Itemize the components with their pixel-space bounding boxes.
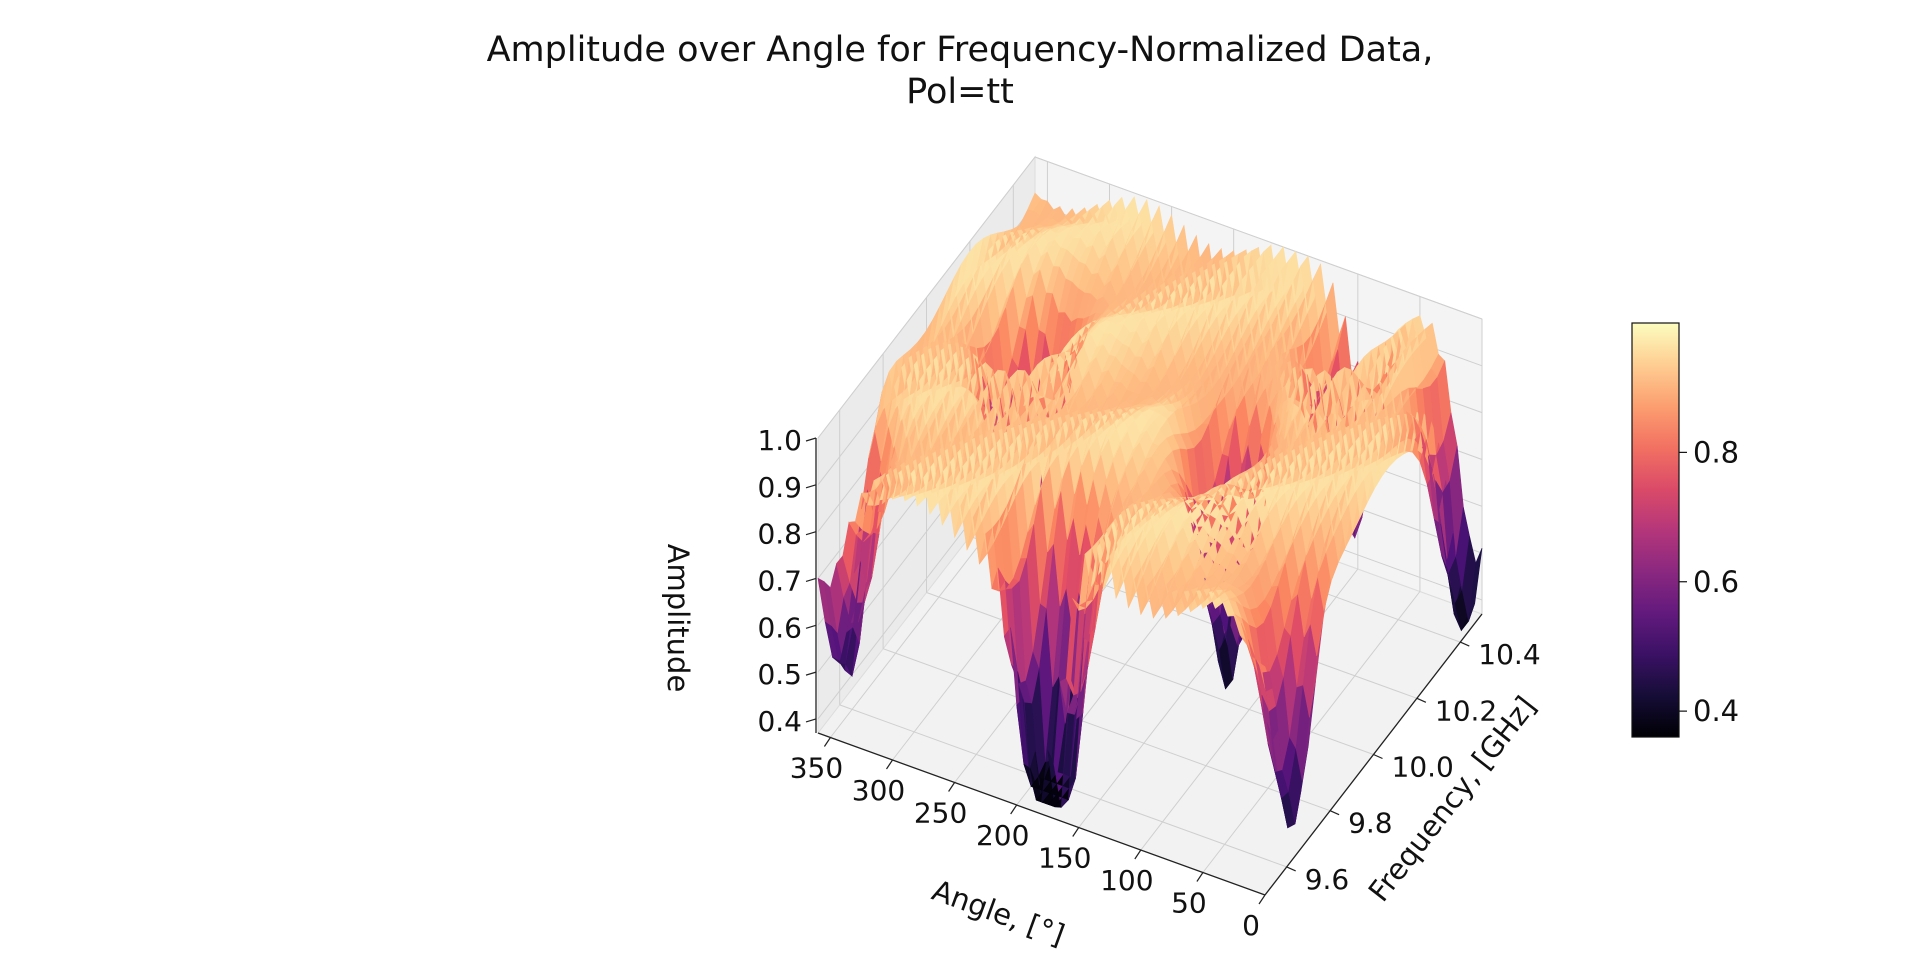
amplitude-tick <box>805 671 817 676</box>
amplitude-tick-label: 1.0 <box>757 424 802 457</box>
colorbar-tick-label: 0.6 <box>1693 565 1739 599</box>
frequency-tick-label: 10.4 <box>1478 638 1540 671</box>
frequency-tick <box>1286 866 1296 872</box>
angle-tick <box>948 782 956 792</box>
amplitude-tick <box>805 624 817 629</box>
amplitude-tick <box>805 718 817 723</box>
amplitude-tick-label: 0.7 <box>757 564 802 597</box>
surface-patch <box>1468 547 1483 622</box>
amplitude-tick <box>805 531 817 536</box>
frequency-tick <box>1373 753 1383 760</box>
frequency-tick-label: 10.2 <box>1435 694 1497 727</box>
angle-tick-label: 100 <box>1100 864 1153 897</box>
frequency-tick-label: 9.6 <box>1305 863 1350 896</box>
frequency-tick-label: 10.0 <box>1392 751 1454 784</box>
chart-title-line1: Amplitude over Angle for Frequency-Norma… <box>486 30 1434 70</box>
gridline-amplitude-side <box>817 156 1036 439</box>
frequency-tick <box>1329 810 1340 816</box>
angle-tick <box>1072 827 1080 837</box>
angle-tick <box>1134 849 1142 860</box>
amplitude-tick-label: 0.5 <box>757 658 802 691</box>
angle-tick <box>1010 804 1018 815</box>
angle-tick-label: 150 <box>1038 842 1091 875</box>
angle-tick-label: 300 <box>852 774 905 807</box>
frequency-tick <box>1416 697 1427 703</box>
amplitude-tick-label: 0.4 <box>757 705 802 738</box>
amplitude-tick-label: 0.9 <box>757 471 802 504</box>
amplitude-axis-label: Amplitude <box>661 544 695 693</box>
chart-title-line2: Pol=tt <box>906 72 1014 112</box>
angle-tick-label: 50 <box>1171 887 1207 920</box>
colorbar-bar <box>1631 322 1680 738</box>
amplitude-tick-label: 0.6 <box>757 611 802 644</box>
angle-tick <box>823 737 831 747</box>
surface-mesh <box>817 192 1483 829</box>
frequency-tick-label: 9.8 <box>1348 807 1393 840</box>
angle-tick <box>1258 894 1266 905</box>
gridline-frequency <box>882 648 1331 812</box>
amplitude-tick <box>805 577 817 583</box>
angle-tick-label: 250 <box>914 797 967 830</box>
angle-tick-label: 200 <box>976 819 1029 852</box>
angle-tick-label: 350 <box>790 752 843 785</box>
angle-tick <box>1196 872 1204 882</box>
amplitude-tick <box>805 484 817 489</box>
gridline-amplitude-back <box>1034 156 1483 320</box>
colorbar-tick-label: 0.4 <box>1693 694 1739 728</box>
frequency-tick <box>1460 641 1470 647</box>
colorbar-tick-label: 0.8 <box>1693 435 1739 469</box>
amplitude-tick-label: 0.8 <box>757 518 802 551</box>
angle-axis-label: Angle, [°] <box>928 873 1069 952</box>
colorbar: 0.8 0.6 0.4 <box>1631 322 1739 738</box>
angle-tick-label: 0 <box>1242 909 1260 942</box>
angle-tick <box>886 759 893 770</box>
amplitude-tick <box>805 437 817 442</box>
